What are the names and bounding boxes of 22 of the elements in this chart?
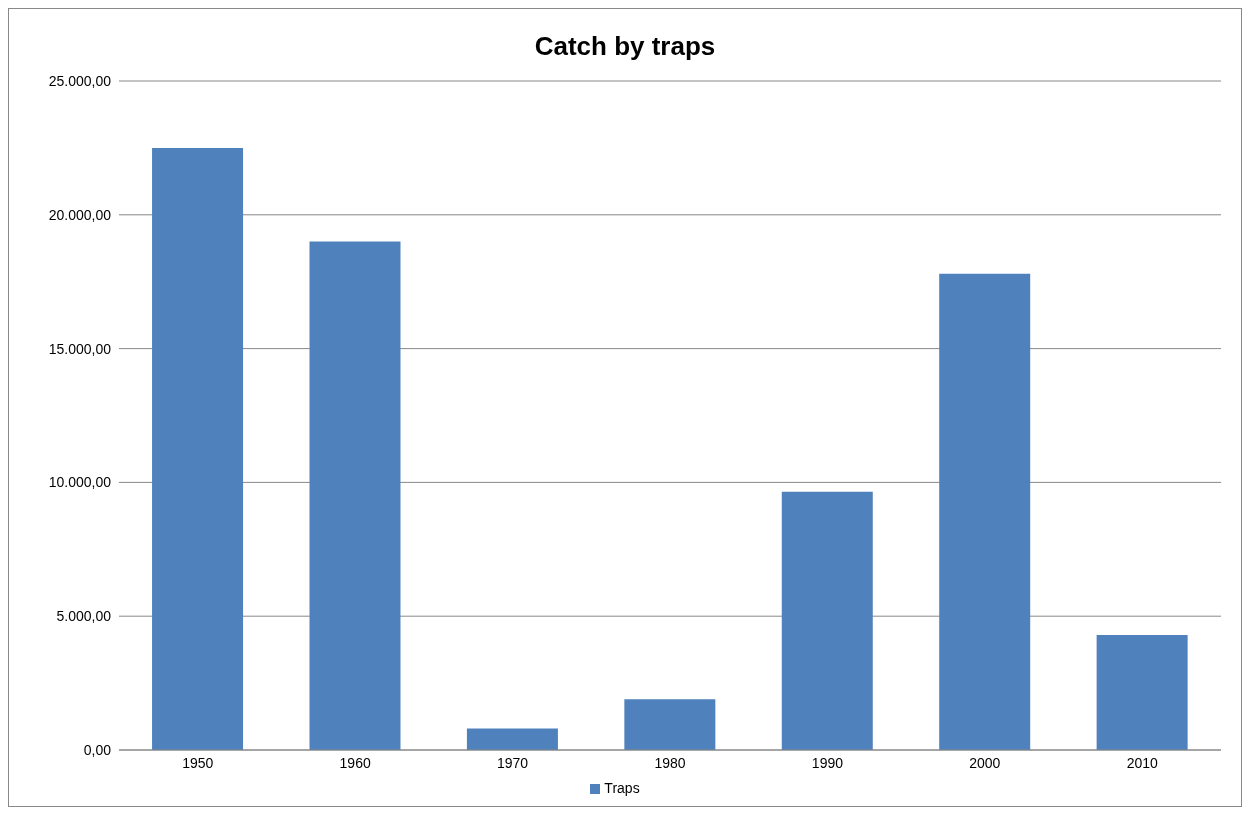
y-tick-label: 5.000,00 xyxy=(56,608,112,625)
bar xyxy=(624,699,716,750)
bar xyxy=(781,491,873,750)
chart-title: Catch by traps xyxy=(533,30,717,63)
bar xyxy=(939,273,1031,750)
bar xyxy=(152,147,244,750)
x-tick-label: 2010 xyxy=(1126,754,1159,771)
bar xyxy=(309,241,401,750)
y-tick-label: 0,00 xyxy=(83,741,112,758)
y-tick-label: 10.000,00 xyxy=(48,474,112,491)
x-tick-label: 1970 xyxy=(496,754,529,771)
x-tick-label: 1960 xyxy=(339,754,371,771)
legend-label: Traps xyxy=(604,780,640,796)
x-tick-label: 1950 xyxy=(182,754,214,771)
y-tick-label: 20.000,00 xyxy=(48,206,112,223)
y-tick-label: 15.000,00 xyxy=(48,340,112,357)
x-tick-label: 2000 xyxy=(969,754,1001,771)
bar xyxy=(1096,634,1188,750)
y-tick-label: 25.000,00 xyxy=(48,72,112,89)
x-tick-label: 1980 xyxy=(654,754,686,771)
x-tick-label: 1990 xyxy=(811,754,844,771)
bar xyxy=(466,728,558,750)
